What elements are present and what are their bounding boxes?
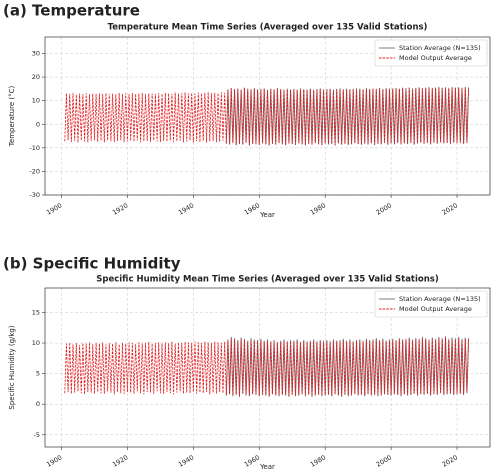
legend-label: Model Output Average [399,54,472,62]
series-line [64,337,469,397]
x-tick-label: 1940 [177,454,195,469]
x-tick-label: 1940 [177,202,195,217]
legend-box [374,290,488,318]
x-tick-label: 1920 [111,202,129,217]
y-tick-label: -5 [34,431,40,439]
x-tick-label: 1960 [243,454,261,469]
y-tick-label: 0 [36,120,40,128]
x-tick-label: 1980 [309,202,327,217]
y-tick-label: 15 [32,308,40,316]
x-tick-label: 1960 [243,202,261,217]
y-tick-label: 20 [32,73,40,81]
y-tick-label: 0 [36,400,40,408]
x-tick-label: 1980 [309,454,327,469]
x-tick-label: 2020 [441,202,459,217]
plot-frame [44,287,491,448]
y-axis-label: Temperature (°C) [8,86,16,148]
legend-label: Station Average (N=135) [399,295,481,303]
x-tick-label: 2000 [375,202,393,217]
legend-label: Model Output Average [399,305,472,313]
x-tick-label: 2020 [441,454,459,469]
x-axis-label: Year [259,463,275,471]
x-axis-label: Year [259,211,275,219]
x-tick-label: 2000 [375,454,393,469]
y-tick-label: 30 [32,50,40,58]
y-tick-label: 5 [36,370,40,378]
x-tick-label: 1900 [45,454,63,469]
y-tick-label: 10 [32,339,40,347]
y-tick-label: 10 [32,97,40,105]
y-tick-label: -20 [29,167,40,175]
y-axis-label: Specific Humidity (g/kg) [8,325,16,409]
panel-title: (b) Specific Humidity [3,255,181,273]
y-tick-label: -30 [29,191,40,199]
x-tick-label: 1900 [45,202,63,217]
chart-title: Temperature Mean Time Series (Averaged o… [108,23,428,33]
series-line [64,87,469,146]
panel-title: (a) Temperature [3,2,140,20]
legend-box [374,39,488,67]
x-tick-label: 1920 [111,454,129,469]
chart-title: Specific Humidity Mean Time Series (Aver… [96,275,439,285]
plot-frame [44,36,491,196]
y-tick-label: -10 [29,144,40,152]
legend-label: Station Average (N=135) [399,44,481,52]
